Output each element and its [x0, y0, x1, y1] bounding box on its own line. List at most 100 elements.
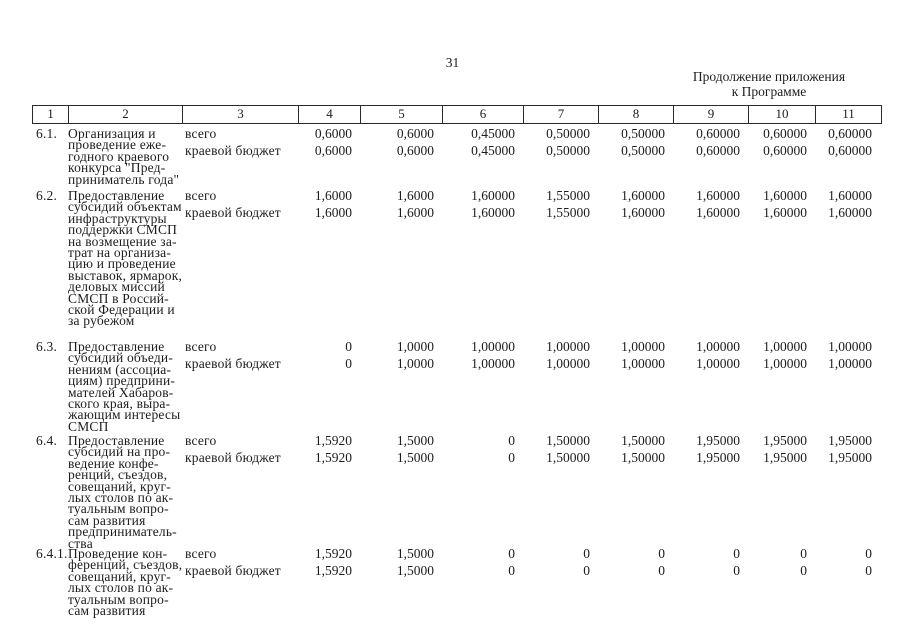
value-cell-col-4: 1,5920 1,5920: [298, 433, 360, 549]
value-cell-col-6: 1,00000 1,00000: [442, 339, 523, 432]
value-total: 1,00000: [763, 339, 807, 354]
description-line: ской Федерации и: [68, 302, 175, 318]
column-number-2: 2: [69, 106, 183, 123]
value-regional-budget: 0: [865, 563, 872, 578]
value-cell-col-11: 1,00000 1,00000: [815, 339, 880, 432]
value-total: 0,60000: [696, 126, 740, 141]
value-regional-budget: 1,60000: [763, 205, 807, 220]
value-cell-col-4: 1,6000 1,6000: [298, 189, 360, 327]
value-cell-col-4: 1,5920 1,5920: [298, 546, 360, 616]
value-total: 1,60000: [696, 188, 740, 203]
continuation-line-1: Продолжение приложения: [692, 69, 846, 84]
value-total: 0,50000: [546, 126, 590, 141]
column-number-9: 9: [674, 106, 749, 123]
value-regional-budget: 1,60000: [828, 205, 872, 220]
value-regional-budget: 1,95000: [828, 450, 872, 465]
value-cell-col-7: 0,50000 0,50000: [523, 126, 598, 185]
value-regional-budget: 1,5920: [314, 450, 352, 465]
value-cell-col-5: 1,6000 1,6000: [360, 188, 442, 327]
value-cell-col-5: 1,5000 1,5000: [360, 547, 442, 616]
value-total: 0: [345, 339, 352, 354]
row-number: 6.4.: [36, 433, 58, 448]
value-regional-budget: 0: [508, 450, 515, 465]
description-line: лых столов по ак-: [68, 490, 174, 506]
value-cell-col-11: 0,60000 0,60000: [815, 126, 880, 185]
value-total: 1,55000: [546, 188, 590, 203]
value-total: 1,5920: [314, 433, 352, 448]
value-regional-budget: 0,60000: [696, 143, 740, 158]
value-total: 1,5000: [396, 433, 434, 448]
column-number-11: 11: [842, 106, 855, 121]
value-total: 1,5920: [314, 546, 352, 561]
description-line: СМСП: [68, 418, 109, 434]
description-line: ференций, съездов,: [68, 557, 183, 573]
description-line: жающим интересы: [68, 407, 181, 423]
value-regional-budget: 1,60000: [471, 205, 515, 220]
description-line: Проведение кон-: [68, 546, 168, 561]
table-row-6-4: 6.4. Предоставление субсидий на про-ведени…: [32, 433, 880, 551]
value-regional-budget: 0: [800, 563, 807, 578]
table-row-6-4-1: 6.4.1. Проведение кон-ференций, съездов, с…: [32, 546, 880, 618]
column-number-8: 8: [599, 106, 674, 123]
value-cell-col-5: 0,6000 0,6000: [360, 127, 442, 185]
budget-label-total: всего: [185, 433, 217, 448]
table-row-6-2: 6.2. Предоставление субсидий объектам инфра…: [32, 188, 880, 328]
column-number-6: 6: [443, 106, 524, 123]
value-regional-budget: 1,5000: [396, 450, 434, 465]
value-total: 1,95000: [696, 433, 740, 448]
description-line: Организация и: [68, 126, 156, 141]
value-regional-budget: 1,95000: [696, 450, 740, 465]
description-line: ренций, съездов,: [68, 467, 168, 483]
value-regional-budget: 0,60000: [828, 143, 872, 158]
column-number-7: 7: [524, 106, 599, 123]
value-total: 0: [508, 433, 515, 448]
description-line: циям) предприни-: [68, 373, 176, 389]
value-total: 1,95000: [828, 433, 872, 448]
description-line: нениям (ассоциа-: [68, 361, 172, 377]
row-description: Предоставление субсидий на про-ведение ко…: [68, 433, 182, 551]
value-total: 0,45000: [471, 126, 515, 141]
value-regional-budget: 1,0000: [396, 356, 434, 371]
row-description: Проведение кон-ференций, съездов, совещан…: [68, 546, 183, 618]
budget-label-regional: краевой бюджет: [185, 563, 281, 578]
value-cell-col-8: 1,00000 1,00000: [598, 340, 673, 432]
value-cell-col-11: 1,60000 1,60000: [815, 188, 880, 327]
budget-label-regional: краевой бюджет: [185, 356, 281, 371]
value-total: 0: [733, 546, 740, 561]
value-total: 0,60000: [828, 126, 872, 141]
value-regional-budget: 1,00000: [763, 356, 807, 371]
value-total: 1,6000: [396, 188, 434, 203]
table-row-6-3: 6.3. Предоставление субсидий объеди-нениям…: [32, 339, 880, 434]
description-line: совещаний, круг-: [68, 568, 171, 584]
description-line: Предоставление: [68, 433, 165, 448]
value-total: 1,00000: [471, 339, 515, 354]
value-total: 1,50000: [621, 433, 665, 448]
row-number: 6.4.1.: [36, 546, 68, 561]
description-line: предприниматель-: [68, 524, 177, 540]
budget-label-regional: краевой бюджет: [185, 143, 281, 158]
value-total: 1,00000: [828, 339, 872, 354]
value-regional-budget: 1,6000: [396, 205, 434, 220]
value-total: 1,00000: [546, 339, 590, 354]
value-cell-col-9: 1,95000 1,95000: [673, 433, 748, 549]
column-number-10: 10: [749, 106, 816, 123]
value-regional-budget: 1,00000: [621, 356, 665, 371]
value-regional-budget: 0,6000: [314, 143, 352, 158]
value-regional-budget: 1,95000: [763, 450, 807, 465]
description-line: годного краевого: [68, 148, 170, 164]
value-cell-col-10: 1,60000 1,60000: [748, 189, 815, 327]
description-line: субсидий на про-: [68, 444, 171, 460]
value-regional-budget: 1,00000: [828, 356, 872, 371]
description-line: туальным вопро-: [68, 591, 169, 607]
value-regional-budget: 0: [508, 563, 515, 578]
value-total: 1,60000: [828, 188, 872, 203]
value-regional-budget: 0,50000: [546, 143, 590, 158]
column-number-1: 1: [33, 106, 69, 123]
value-regional-budget: 0,45000: [471, 143, 515, 158]
description-line: Предоставление: [68, 339, 165, 354]
